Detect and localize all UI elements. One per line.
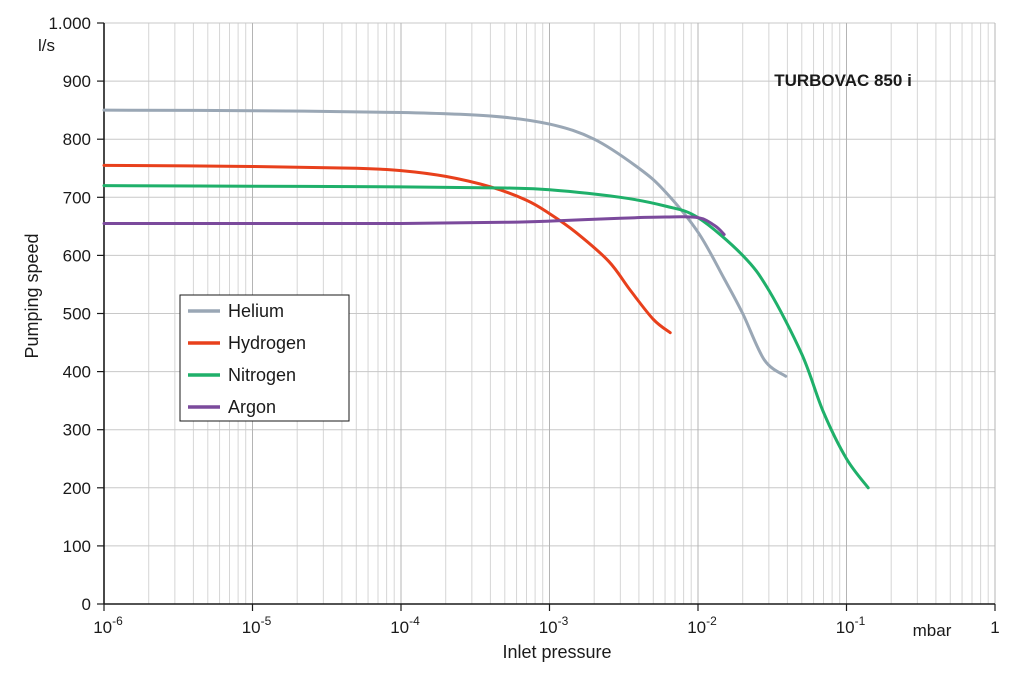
legend: Helium Hydrogen Nitrogen Argon — [179, 294, 350, 422]
y-tick-label: 700 — [63, 188, 91, 207]
series-line-hydrogen — [102, 163, 672, 335]
x-tick-labels: 10-6 10-5 10-4 10-3 10-2 10-1 1 — [93, 614, 1000, 637]
legend-label-hydrogen: Hydrogen — [228, 333, 306, 353]
x-tick-label: 10-5 — [242, 614, 272, 637]
y-tick-label: 100 — [63, 537, 91, 556]
y-axis-title: Pumping speed — [22, 233, 42, 358]
y-tick-labels: 0 100 200 300 400 500 600 700 800 900 1.000 — [48, 14, 91, 614]
y-tick-label: 200 — [63, 479, 91, 498]
x-tick-label: 10-3 — [539, 614, 569, 637]
series-line-helium — [102, 108, 788, 378]
chart-title: TURBOVAC 850 i — [774, 71, 912, 90]
legend-box — [179, 294, 350, 422]
legend-label-argon: Argon — [228, 397, 276, 417]
x-tick-label: 10-6 — [93, 614, 123, 637]
y-tick-label: 600 — [63, 246, 91, 265]
legend-label-nitrogen: Nitrogen — [228, 365, 296, 385]
y-tick-label: 500 — [63, 305, 91, 324]
x-tick-label: 10-1 — [836, 614, 866, 637]
axes — [97, 22, 996, 611]
data-series — [102, 108, 870, 490]
x-tick-label: 1 — [990, 618, 999, 637]
series-line-argon — [102, 215, 726, 236]
y-unit-label: l/s — [38, 36, 55, 55]
x-axis-title: Inlet pressure — [502, 642, 611, 662]
y-tick-label: 400 — [63, 363, 91, 382]
x-tick-label: 10-4 — [390, 614, 420, 637]
y-tick-label: 0 — [82, 595, 91, 614]
legend-label-helium: Helium — [228, 301, 284, 321]
y-tick-label: 1.000 — [48, 14, 91, 33]
y-tick-label: 900 — [63, 72, 91, 91]
y-tick-label: 800 — [63, 130, 91, 149]
y-tick-label: 300 — [63, 421, 91, 440]
x-tick-label: 10-2 — [687, 614, 717, 637]
series-line-nitrogen — [102, 184, 870, 490]
x-unit-label: mbar — [913, 621, 952, 640]
